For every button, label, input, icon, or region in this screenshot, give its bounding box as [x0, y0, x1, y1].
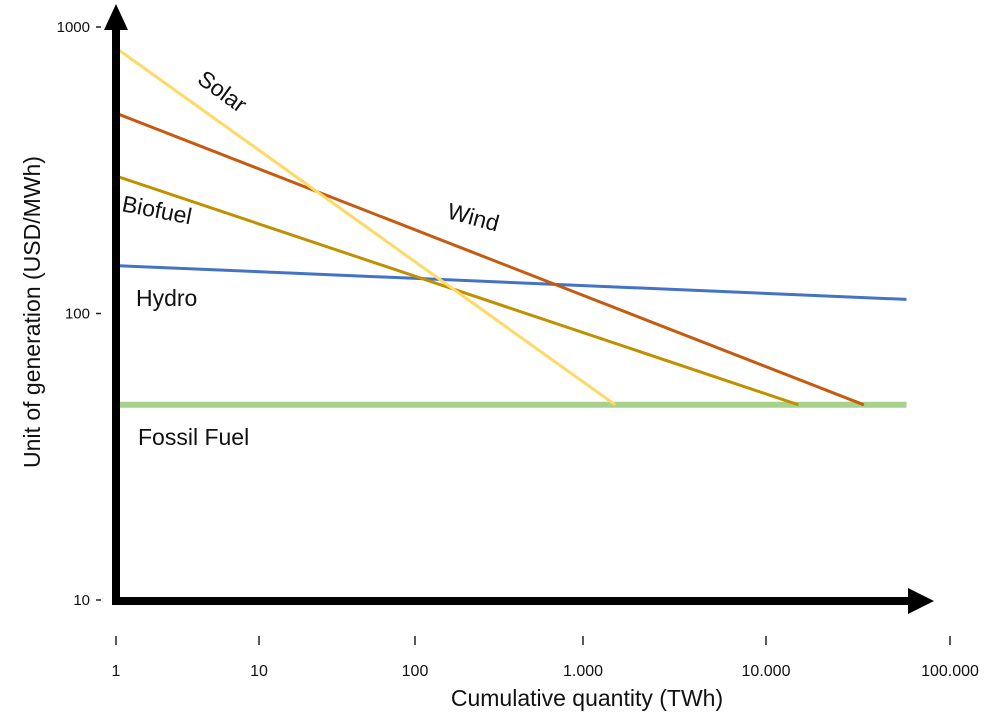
x-tick-label: 10: [250, 663, 268, 680]
series-layer: [115, 46, 907, 408]
axes: [104, 4, 934, 614]
y-axis-title: Unit of generation (USD/MWh): [19, 156, 45, 468]
x-tick-label: 1: [112, 663, 121, 680]
series-label-wind: Wind: [445, 198, 502, 237]
series-label-biofuel: Biofuel: [120, 190, 194, 229]
series-line-hydro: [115, 264, 907, 301]
x-axis-arrow: [908, 588, 934, 614]
x-tick-label: 10.000: [742, 663, 791, 680]
x-tick-label: 100: [402, 663, 429, 680]
series-line-solar: [115, 46, 617, 407]
y-tick-label: 1000: [57, 19, 90, 36]
y-ticks: 1000 100 10: [57, 19, 101, 609]
y-tick-label: 100: [65, 306, 90, 323]
y-tick-label: 10: [73, 592, 90, 609]
x-tick-label: 100.000: [921, 663, 979, 680]
series-label-fossil-fuel: Fossil Fuel: [138, 424, 249, 450]
x-axis-title: Cumulative quantity (TWh): [451, 685, 723, 711]
series-line-wind: [115, 111, 865, 407]
y-axis-arrow: [104, 4, 128, 30]
series-label-hydro: Hydro: [136, 285, 197, 311]
x-tick-label: 1.000: [563, 663, 603, 680]
x-ticks: 1 10 100 1.000 10.000 100.000: [112, 636, 979, 680]
